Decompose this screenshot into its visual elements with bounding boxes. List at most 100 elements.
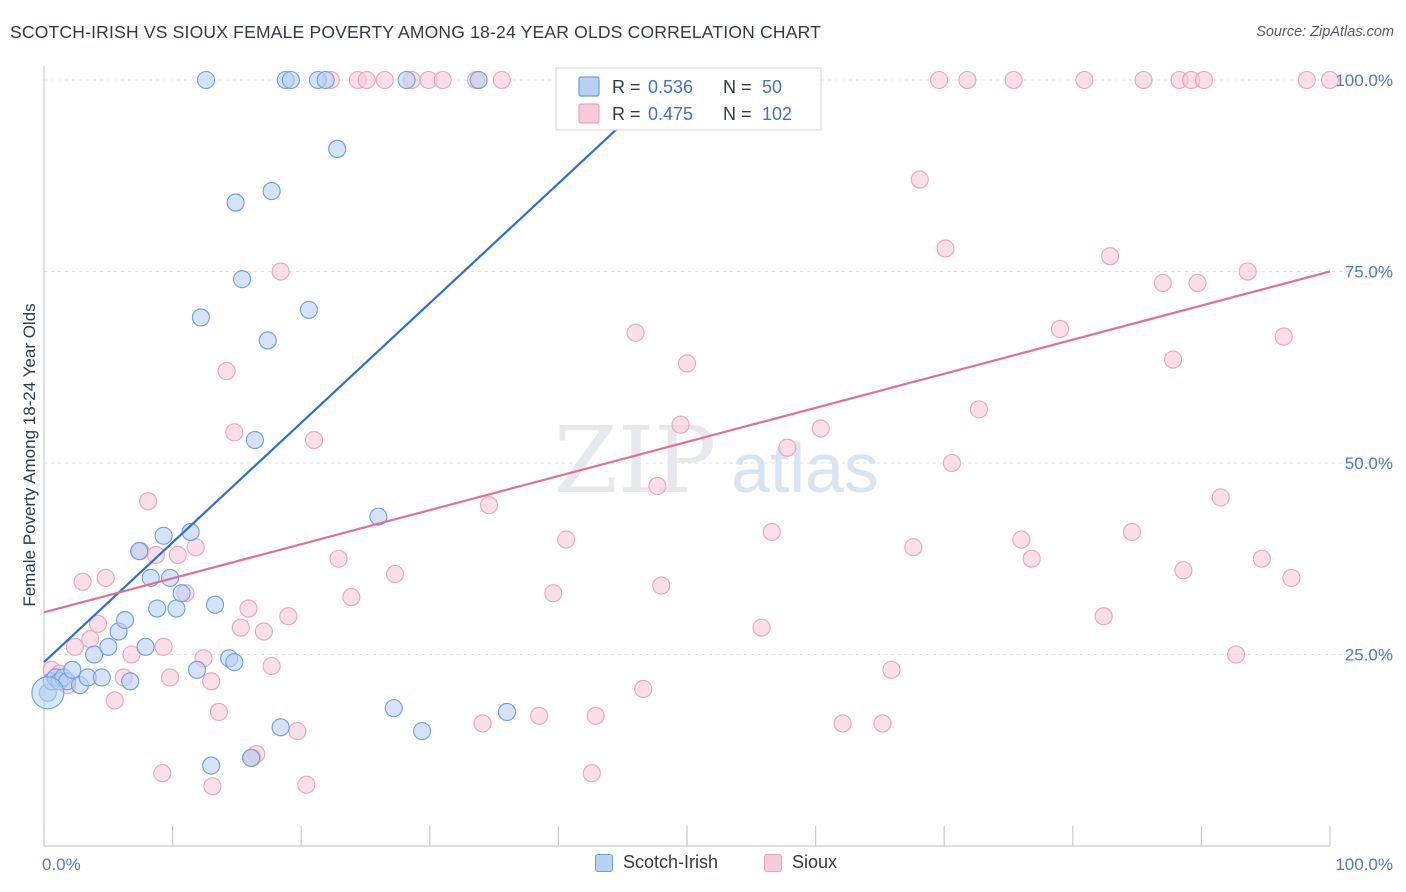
scotch-irish-point bbox=[281, 70, 300, 90]
sioux-point bbox=[96, 568, 115, 587]
sioux-point bbox=[1252, 549, 1271, 568]
legend-label-sioux: Sioux bbox=[792, 852, 838, 872]
sioux-point bbox=[1227, 645, 1246, 664]
trend-line-scotch-irish bbox=[43, 86, 663, 663]
sioux-point bbox=[88, 614, 108, 633]
sioux-point bbox=[186, 538, 205, 557]
scotch-irish-point bbox=[271, 718, 290, 737]
scotch-irish-point bbox=[196, 70, 216, 90]
sioux-point bbox=[239, 599, 258, 618]
sioux-point bbox=[168, 545, 187, 564]
sioux-point bbox=[297, 775, 316, 794]
tick-labels: 25.0% 50.0% 75.0% 100.0% 0.0% 100.0% bbox=[42, 71, 1393, 874]
sioux-point bbox=[202, 672, 221, 691]
sioux-point bbox=[433, 70, 452, 90]
stats-n-value-sioux: 102 bbox=[762, 104, 792, 124]
sioux-point bbox=[375, 70, 394, 90]
scotch-irish-point bbox=[299, 300, 318, 319]
y-tick-label: 75.0% bbox=[1345, 263, 1393, 282]
sioux-point bbox=[342, 587, 361, 607]
sioux-point bbox=[225, 423, 244, 442]
sioux-point bbox=[1297, 70, 1316, 90]
stats-n-label-scotch-irish: N = bbox=[723, 77, 752, 97]
sioux-point bbox=[139, 492, 158, 511]
sioux-point bbox=[1004, 70, 1023, 90]
sioux-point bbox=[833, 714, 852, 733]
sioux-point bbox=[203, 777, 222, 796]
scotch-irish-point bbox=[148, 599, 167, 618]
sioux-point bbox=[652, 576, 671, 595]
sioux-point bbox=[153, 764, 172, 783]
sioux-point bbox=[544, 584, 563, 603]
sioux-point bbox=[1022, 549, 1041, 568]
sioux-point bbox=[357, 70, 376, 90]
trend-line-sioux bbox=[43, 270, 1331, 614]
scotch-irish-point bbox=[92, 668, 111, 687]
scotch-irish-point bbox=[226, 193, 245, 212]
y-tick-label: 50.0% bbox=[1345, 454, 1393, 473]
scotch-irish-point bbox=[225, 653, 244, 672]
scotch-irish-point bbox=[31, 676, 65, 710]
sioux-point bbox=[873, 714, 892, 733]
sioux-point bbox=[1194, 70, 1214, 90]
sioux-point bbox=[752, 618, 771, 637]
source-label: Source: ZipAtlas.com bbox=[1256, 24, 1394, 40]
scotch-irish-point bbox=[167, 599, 186, 618]
scotch-irish-point bbox=[205, 595, 225, 614]
sioux-point bbox=[1153, 273, 1172, 293]
scotch-irish-point bbox=[187, 660, 207, 679]
stats-swatch-scotch-irish bbox=[578, 76, 600, 97]
sioux-point bbox=[930, 70, 949, 90]
scotch-irish-point bbox=[172, 584, 191, 603]
stats-r-label-sioux: R = bbox=[612, 104, 641, 124]
scotch-irish-point bbox=[262, 182, 281, 201]
scotch-irish-point bbox=[497, 702, 517, 722]
sioux-point bbox=[122, 645, 141, 664]
sioux-point bbox=[958, 70, 977, 90]
sioux-point bbox=[154, 637, 173, 656]
scotch-irish-point bbox=[121, 672, 140, 691]
sioux-point bbox=[479, 496, 499, 515]
stats-legend: R = 0.536 N = 50 R = 0.475 N = 102 bbox=[555, 67, 822, 131]
scotch-irish-point bbox=[328, 139, 347, 158]
sioux-point bbox=[1050, 319, 1069, 339]
scotch-irish-point bbox=[181, 522, 200, 541]
sioux-point bbox=[217, 362, 236, 381]
scotch-irish-point bbox=[63, 660, 82, 679]
sioux-point bbox=[1094, 607, 1113, 626]
sioux-point bbox=[671, 415, 690, 434]
scotch-irish-point bbox=[245, 430, 264, 450]
stats-r-label-scotch-irish: R = bbox=[612, 77, 641, 97]
scotch-irish-point bbox=[115, 610, 135, 630]
sioux-point bbox=[530, 706, 549, 725]
sioux-point bbox=[262, 656, 281, 676]
legend-item-sioux: Sioux bbox=[764, 852, 837, 873]
legend-swatch-sioux bbox=[764, 853, 782, 872]
series-scotch-irish-points bbox=[31, 70, 517, 775]
sioux-point bbox=[942, 453, 961, 473]
x-tick-label: 0.0% bbox=[42, 855, 81, 874]
sioux-point bbox=[209, 702, 228, 722]
sioux-point bbox=[1122, 522, 1142, 541]
scotch-irish-point bbox=[202, 756, 221, 775]
sioux-point bbox=[634, 679, 653, 699]
axes bbox=[43, 66, 1331, 847]
scotch-irish-point bbox=[136, 637, 155, 656]
sioux-point bbox=[1320, 70, 1340, 90]
sioux-point bbox=[65, 637, 84, 656]
watermark: ZIP atlas bbox=[554, 407, 879, 514]
sioux-point bbox=[271, 262, 290, 281]
sioux-point bbox=[1188, 273, 1207, 293]
sioux-point bbox=[279, 607, 298, 626]
stats-n-value-scotch-irish: 50 bbox=[762, 77, 782, 97]
sioux-point bbox=[305, 430, 324, 450]
scotch-irish-point bbox=[316, 70, 335, 90]
sioux-point bbox=[582, 764, 601, 783]
legend-label-scotch-irish: Scotch-Irish bbox=[623, 852, 719, 872]
sioux-point bbox=[910, 170, 929, 189]
sioux-point bbox=[626, 323, 645, 342]
scotch-irish-point bbox=[413, 722, 432, 741]
sioux-point bbox=[160, 668, 180, 687]
sioux-point bbox=[386, 565, 405, 584]
